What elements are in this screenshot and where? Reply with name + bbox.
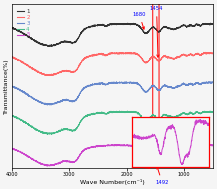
2 (130, 52, 133, 54)
Legend: 1, 2, 3, 4, 5: 1, 2, 3, 4, 5 (17, 9, 30, 38)
1 (130, 23, 133, 26)
1 (11, 27, 13, 30)
4 (212, 111, 214, 113)
3 (83, 87, 86, 89)
4 (130, 110, 133, 112)
X-axis label: Wave Number(cm⁻¹): Wave Number(cm⁻¹) (80, 179, 145, 185)
Line: 3: 3 (12, 82, 213, 105)
Line: 2: 2 (12, 52, 213, 76)
5 (196, 149, 199, 151)
2 (48, 74, 51, 77)
5 (212, 144, 214, 146)
2 (53, 73, 55, 75)
2 (83, 57, 86, 60)
1 (105, 24, 108, 26)
1 (53, 44, 55, 46)
4 (105, 112, 108, 115)
4 (138, 113, 141, 115)
Text: 1492: 1492 (156, 167, 169, 185)
3 (209, 81, 211, 83)
2 (105, 54, 108, 56)
Y-axis label: Transmittance(%): Transmittance(%) (4, 58, 9, 114)
5 (53, 164, 55, 167)
3 (212, 82, 214, 84)
Text: 1454: 1454 (150, 6, 163, 57)
5 (138, 149, 141, 152)
1 (127, 22, 129, 24)
1 (50, 45, 53, 48)
5 (11, 147, 13, 150)
Line: 1: 1 (12, 23, 213, 46)
3 (130, 81, 133, 84)
2 (204, 51, 207, 53)
4 (83, 116, 86, 118)
2 (212, 52, 214, 54)
1 (212, 23, 214, 25)
1 (138, 26, 141, 28)
3 (49, 104, 51, 106)
Line: 5: 5 (12, 144, 213, 166)
3 (105, 84, 108, 86)
Line: 4: 4 (12, 111, 213, 134)
4 (118, 110, 121, 112)
5 (105, 144, 108, 146)
Text: 1680: 1680 (133, 12, 146, 29)
5 (130, 145, 133, 147)
2 (196, 52, 199, 55)
4 (11, 115, 13, 117)
3 (11, 86, 13, 88)
4 (46, 133, 49, 136)
2 (11, 57, 13, 59)
1 (196, 24, 199, 26)
5 (46, 165, 49, 167)
5 (83, 149, 86, 151)
2 (138, 55, 141, 57)
1 (83, 27, 86, 30)
5 (118, 143, 121, 146)
4 (53, 132, 55, 134)
3 (196, 82, 199, 84)
4 (196, 112, 199, 114)
3 (138, 84, 141, 86)
3 (53, 103, 55, 105)
